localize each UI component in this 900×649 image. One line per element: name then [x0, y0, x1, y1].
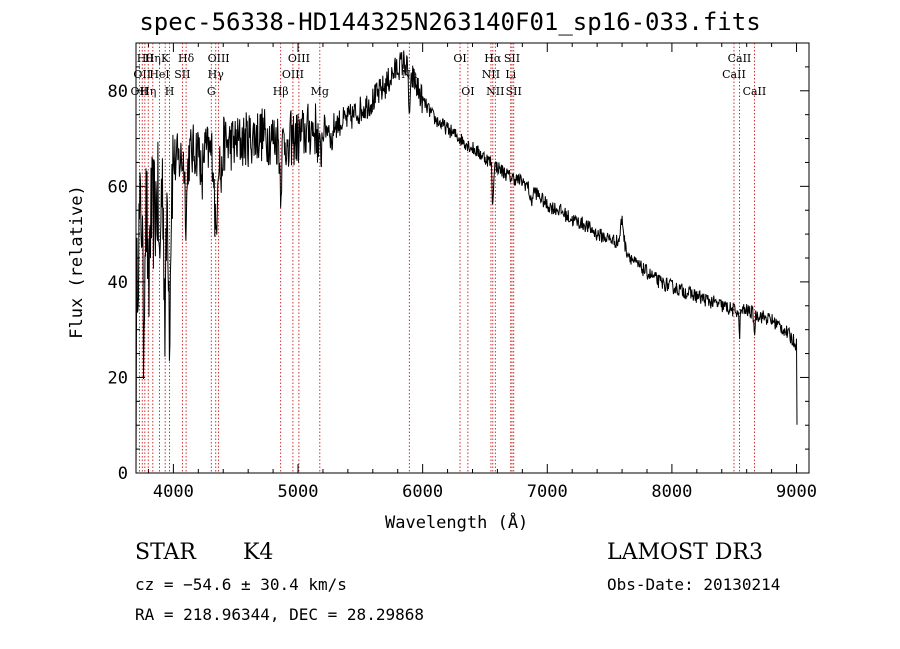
line-marker-label: Hδ: [178, 52, 195, 65]
line-marker-label: Hβ: [273, 85, 289, 98]
line-marker-label: HeI: [149, 68, 169, 81]
line-marker-label: Hη: [145, 52, 161, 65]
line-marker-label: OIII: [208, 52, 230, 65]
line-marker-label: NII: [486, 85, 504, 98]
line-marker-label: Hη: [140, 85, 156, 98]
observation-date: Obs-Date: 20130214: [607, 575, 781, 594]
x-axis-label: Wavelength (Å): [385, 513, 529, 533]
line-marker-label: OIII: [282, 68, 304, 81]
survey-name: LAMOST DR3: [607, 540, 763, 565]
line-marker-label: Mg: [311, 85, 329, 98]
line-marker-label: OIII: [288, 52, 310, 65]
line-marker-label: OII: [131, 85, 149, 98]
chart-title: spec-56338-HD144325N263140F01_sp16-033.f…: [139, 8, 761, 36]
y-tick-label: 20: [108, 368, 128, 388]
line-marker-label: OI: [461, 85, 474, 98]
y-tick-label: 60: [108, 177, 128, 197]
x-tick-label: 7000: [527, 482, 568, 502]
line-marker-label: CaII: [722, 68, 746, 81]
plot-frame: [135, 42, 810, 474]
line-marker-label: G: [207, 85, 216, 98]
y-axis-label: Flux (relative): [67, 185, 87, 339]
line-marker-label: Li: [505, 68, 516, 81]
x-tick-label: 8000: [651, 482, 692, 502]
line-marker-label: SII: [506, 85, 522, 98]
x-tick-label: 5000: [278, 482, 319, 502]
y-tick-label: 0: [118, 464, 128, 484]
line-marker-label: SII: [504, 52, 520, 65]
x-tick-label: 4000: [153, 482, 194, 502]
line-marker-label: Hθ: [137, 52, 154, 65]
redshift-velocity: cz = −54.6 ± 30.4 km/s: [135, 575, 347, 594]
line-marker-label: Hγ: [208, 68, 225, 81]
spectrum-line: [135, 50, 798, 474]
line-marker-label: NII: [482, 68, 500, 81]
line-marker-label: K: [161, 52, 170, 65]
object-class: STAR: [135, 540, 196, 565]
y-tick-label: 80: [108, 82, 128, 102]
line-marker-label: CaII: [743, 85, 767, 98]
coordinates: RA = 218.96344, DEC = 28.29868: [135, 605, 424, 624]
object-subclass: K4: [243, 540, 274, 565]
line-marker-label: OII: [133, 68, 151, 81]
line-marker-label: SII: [174, 68, 190, 81]
y-tick-label: 40: [108, 273, 128, 293]
x-tick-label: 9000: [776, 482, 817, 502]
line-marker-label: OI: [453, 52, 466, 65]
line-marker-label: H: [165, 85, 175, 98]
x-tick-label: 6000: [402, 482, 443, 502]
line-marker-label: CaII: [728, 52, 752, 65]
line-marker-label: Hα: [484, 52, 502, 65]
